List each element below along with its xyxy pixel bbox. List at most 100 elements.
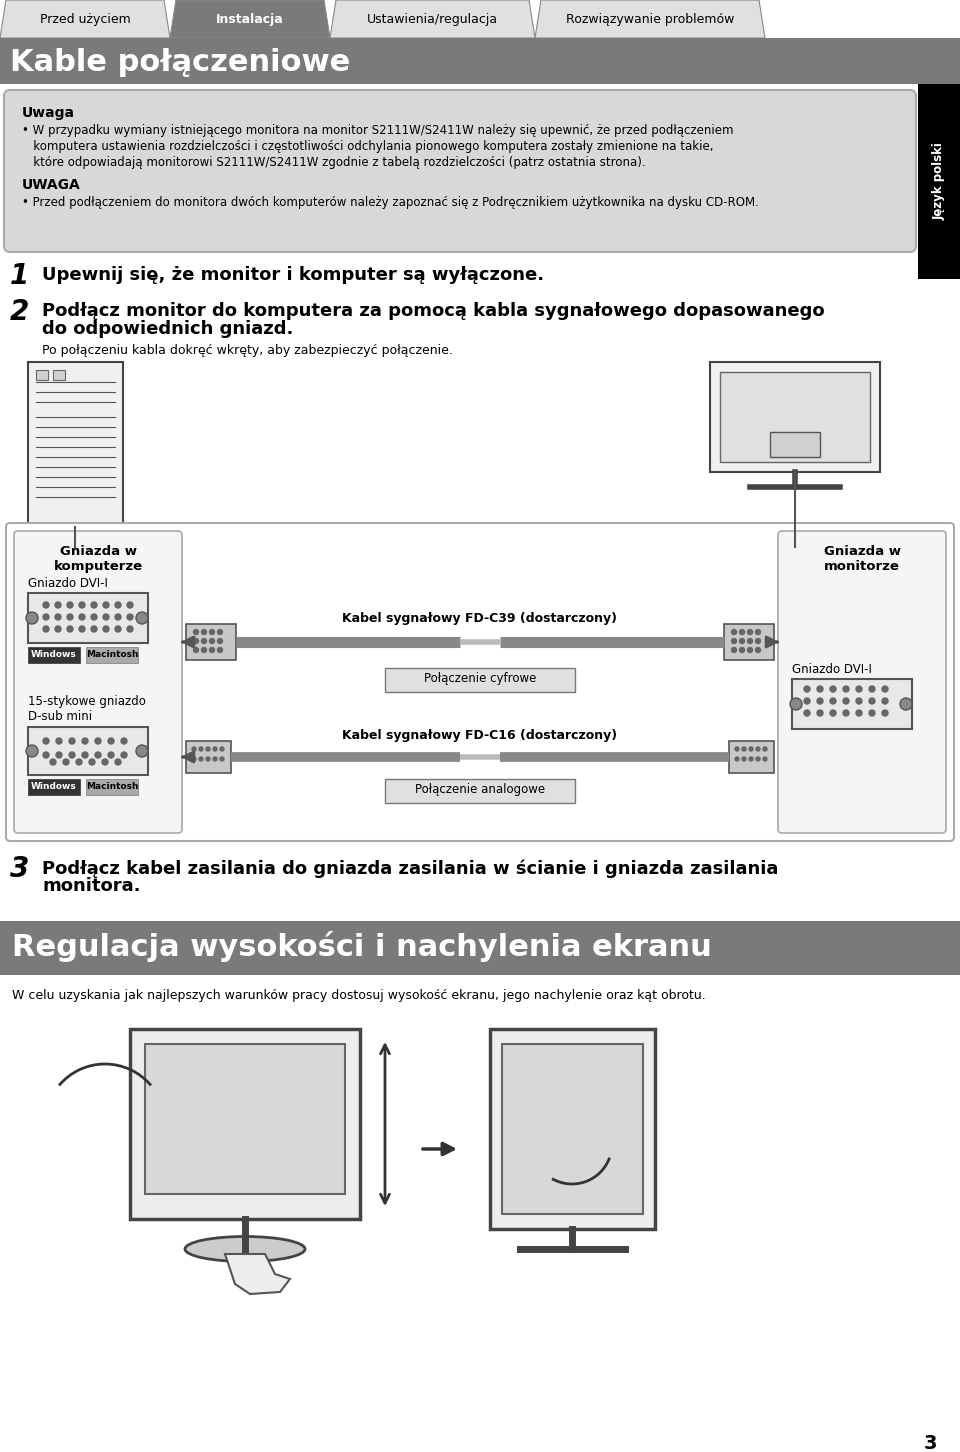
Circle shape (742, 756, 746, 761)
Polygon shape (170, 0, 330, 38)
Circle shape (882, 698, 888, 704)
Bar (918, 84, 960, 279)
Bar (385, 668, 575, 693)
Circle shape (218, 630, 223, 635)
Text: które odpowiadają monitorowi S2111W/S2411W zgodnie z tabelą rozdzielczości (patr: które odpowiadają monitorowi S2111W/S241… (22, 155, 646, 168)
Text: UWAGA: UWAGA (22, 179, 81, 192)
Circle shape (804, 698, 810, 704)
Circle shape (843, 698, 849, 704)
Text: 2: 2 (10, 298, 29, 327)
Circle shape (213, 756, 217, 761)
Text: W celu uzyskania jak najlepszych warunków pracy dostosuj wysokość ekranu, jego n: W celu uzyskania jak najlepszych warunkó… (12, 989, 706, 1002)
Bar (729, 741, 774, 772)
Circle shape (817, 698, 823, 704)
Circle shape (202, 648, 206, 652)
Text: 1: 1 (10, 261, 29, 290)
Circle shape (108, 738, 114, 743)
Circle shape (218, 639, 223, 643)
Bar (724, 624, 774, 661)
Text: Język polski: Język polski (932, 142, 946, 221)
Circle shape (817, 685, 823, 693)
FancyBboxPatch shape (4, 90, 916, 253)
Text: Podłącz monitor do komputera za pomocą kabla sygnałowego dopasowanego: Podłącz monitor do komputera za pomocą k… (42, 302, 825, 319)
Bar (28, 648, 80, 664)
Circle shape (67, 603, 73, 608)
Circle shape (748, 648, 753, 652)
Circle shape (103, 626, 109, 632)
Circle shape (127, 603, 133, 608)
Bar (28, 780, 80, 796)
Circle shape (194, 639, 199, 643)
Circle shape (206, 756, 210, 761)
Circle shape (748, 630, 753, 635)
Circle shape (843, 685, 849, 693)
Circle shape (763, 756, 767, 761)
Circle shape (220, 746, 224, 751)
Circle shape (91, 614, 97, 620)
Circle shape (43, 752, 49, 758)
Circle shape (115, 626, 121, 632)
Circle shape (63, 759, 69, 765)
Bar (0, 921, 960, 974)
Bar (502, 1044, 643, 1214)
Circle shape (95, 752, 101, 758)
Circle shape (103, 614, 109, 620)
Circle shape (69, 738, 75, 743)
Circle shape (732, 630, 736, 635)
Ellipse shape (185, 1237, 305, 1262)
Circle shape (56, 738, 62, 743)
Circle shape (869, 698, 875, 704)
Circle shape (790, 698, 802, 710)
Bar (28, 592, 148, 643)
Circle shape (882, 685, 888, 693)
Bar (28, 727, 148, 775)
Polygon shape (535, 0, 765, 38)
Text: Gniazdo DVI-I: Gniazdo DVI-I (792, 664, 872, 677)
Text: Regulacja wysokości i nachylenia ekranu: Regulacja wysokości i nachylenia ekranu (12, 931, 711, 963)
Circle shape (43, 603, 49, 608)
Circle shape (43, 738, 49, 743)
Circle shape (115, 614, 121, 620)
Bar (145, 1044, 345, 1194)
Circle shape (732, 648, 736, 652)
Circle shape (739, 630, 745, 635)
Text: Kabel sygnałowy FD-C39 (dostarczony): Kabel sygnałowy FD-C39 (dostarczony) (343, 611, 617, 624)
Circle shape (900, 698, 912, 710)
Bar (53, 370, 65, 380)
Circle shape (136, 745, 148, 756)
Circle shape (79, 603, 85, 608)
FancyBboxPatch shape (778, 531, 946, 833)
Text: Uwaga: Uwaga (22, 106, 75, 121)
Circle shape (843, 710, 849, 716)
Circle shape (735, 756, 739, 761)
Text: do odpowiednich gniazd.: do odpowiednich gniazd. (42, 319, 294, 338)
Circle shape (121, 752, 127, 758)
Text: Kable połączeniowe: Kable połączeniowe (10, 48, 350, 77)
Bar (770, 433, 820, 457)
Circle shape (76, 759, 82, 765)
Polygon shape (0, 0, 170, 38)
Circle shape (91, 626, 97, 632)
Circle shape (127, 626, 133, 632)
Circle shape (856, 698, 862, 704)
Circle shape (136, 611, 148, 624)
Text: monitora.: monitora. (42, 877, 140, 894)
Circle shape (748, 639, 753, 643)
Text: 15-stykowe gniazdo
D-sub mini: 15-stykowe gniazdo D-sub mini (28, 696, 146, 723)
FancyBboxPatch shape (6, 523, 954, 841)
Circle shape (202, 630, 206, 635)
Circle shape (742, 746, 746, 751)
Text: Przed użyciem: Przed użyciem (39, 13, 131, 26)
Text: Gniazda w
komputerze: Gniazda w komputerze (54, 544, 143, 574)
Circle shape (82, 752, 88, 758)
Circle shape (102, 759, 108, 765)
Circle shape (26, 611, 38, 624)
Circle shape (756, 630, 760, 635)
Bar (36, 370, 48, 380)
Circle shape (43, 614, 49, 620)
Text: Podłącz kabel zasilania do gniazda zasilania w ścianie i gniazda zasilania: Podłącz kabel zasilania do gniazda zasil… (42, 860, 779, 877)
Circle shape (756, 639, 760, 643)
Circle shape (763, 746, 767, 751)
Circle shape (69, 752, 75, 758)
Text: Macintosh: Macintosh (85, 650, 138, 659)
